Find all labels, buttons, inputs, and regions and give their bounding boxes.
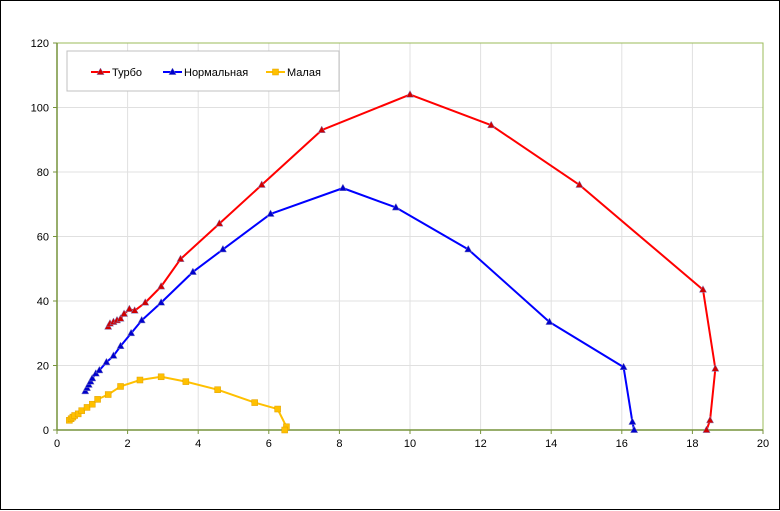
data-point xyxy=(274,405,281,413)
x-tick-label: 14 xyxy=(545,438,557,450)
y-tick-label: 60 xyxy=(37,232,49,244)
data-point xyxy=(251,399,258,406)
x-tick-label: 12 xyxy=(474,438,486,450)
data-point xyxy=(125,304,134,312)
data-point xyxy=(109,351,118,359)
series-1 xyxy=(104,90,720,433)
data-point xyxy=(141,298,150,306)
data-point xyxy=(698,285,708,293)
data-point xyxy=(266,209,275,217)
data-point xyxy=(116,314,125,322)
x-tick-label: 10 xyxy=(404,438,416,450)
x-tick-label: 6 xyxy=(266,438,272,450)
series-line xyxy=(107,93,717,431)
y-tick-label: 0 xyxy=(43,425,49,437)
data-point xyxy=(117,383,124,390)
x-tick-label: 16 xyxy=(616,438,628,450)
x-tick-label: 0 xyxy=(54,438,60,450)
y-tick-label: 100 xyxy=(31,103,49,115)
data-point xyxy=(137,315,146,324)
legend: Турбо Нормальная Малая xyxy=(66,50,340,92)
legend-marker xyxy=(272,68,279,76)
data-point xyxy=(215,219,224,227)
data-point xyxy=(702,425,711,433)
y-tick-label: 20 xyxy=(37,361,49,373)
data-point xyxy=(711,364,720,372)
data-point xyxy=(628,417,637,425)
data-point xyxy=(630,425,639,433)
x-tick-label: 8 xyxy=(336,438,342,450)
data-point xyxy=(545,317,554,325)
data-point xyxy=(102,357,111,366)
data-point xyxy=(157,298,166,306)
x-tick-label: 18 xyxy=(686,438,698,450)
data-point xyxy=(182,378,190,385)
legend-label: Малая xyxy=(287,67,321,79)
legend-box xyxy=(66,50,340,92)
legend-marker xyxy=(96,67,105,75)
data-point xyxy=(619,362,628,370)
data-point xyxy=(317,125,326,133)
series-3 xyxy=(66,373,290,434)
legend-label: Турбо xyxy=(112,67,142,79)
data-point xyxy=(104,391,112,398)
data-point xyxy=(130,306,139,314)
data-point xyxy=(464,244,473,253)
data-point xyxy=(120,309,129,317)
y-tick-label: 120 xyxy=(31,38,49,50)
data-point xyxy=(88,373,97,382)
data-point xyxy=(157,373,165,381)
data-point xyxy=(257,180,266,188)
data-point xyxy=(391,202,400,211)
data-point xyxy=(157,281,166,290)
data-point xyxy=(218,244,227,253)
data-point xyxy=(575,180,584,188)
y-tick-label: 40 xyxy=(37,296,49,308)
x-tick-label: 4 xyxy=(195,438,201,450)
legend-marker xyxy=(168,67,177,75)
data-point xyxy=(94,396,101,403)
data-point xyxy=(89,400,96,408)
data-point xyxy=(188,267,197,275)
data-point xyxy=(405,90,415,98)
data-point xyxy=(136,376,144,384)
data-point xyxy=(214,386,221,393)
data-point xyxy=(706,415,715,424)
x-tick-label: 20 xyxy=(757,438,769,450)
y-tick-label: 80 xyxy=(37,167,49,179)
data-point xyxy=(95,365,104,374)
data-point xyxy=(127,328,136,337)
legend-label: Нормальная xyxy=(184,67,248,79)
series-2 xyxy=(81,183,639,433)
data-point xyxy=(281,426,288,434)
data-point xyxy=(176,254,185,262)
x-tick-label: 2 xyxy=(125,438,131,450)
data-point xyxy=(487,120,496,129)
data-point xyxy=(338,183,347,191)
series-line xyxy=(84,187,636,431)
data-point xyxy=(116,341,125,349)
